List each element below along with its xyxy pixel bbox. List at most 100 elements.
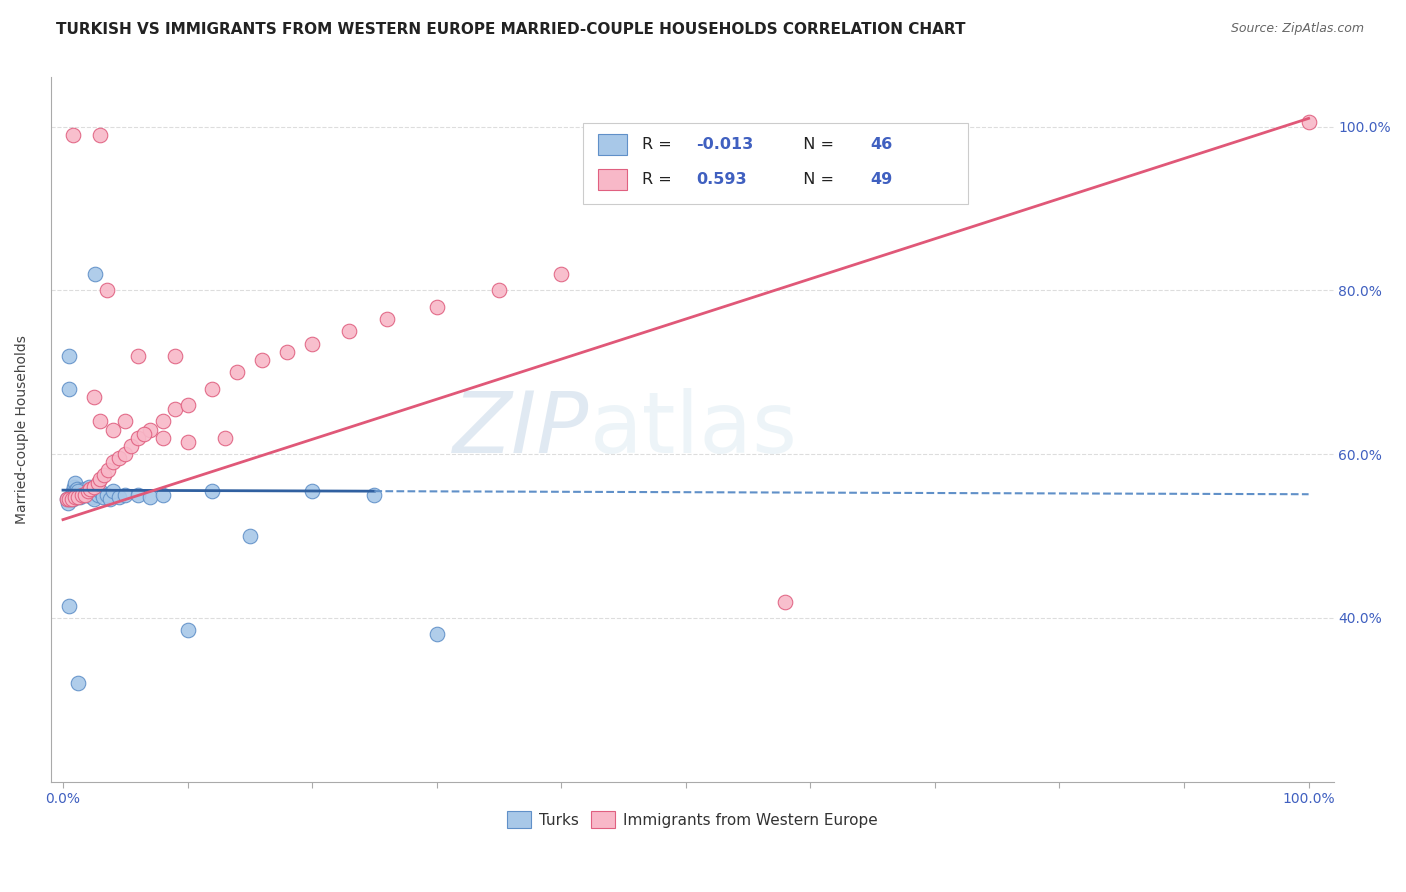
Point (176, 398, 198, 412)
Point (69, 490, 91, 504)
Text: ZIP: ZIP (453, 388, 589, 471)
Point (70, 488, 93, 502)
Point (60, 492, 83, 507)
Point (73, 486, 96, 500)
Point (488, 283, 510, 297)
Point (84, 267, 107, 281)
Point (58, 382, 80, 396)
Point (152, 414, 174, 428)
Text: R =: R = (643, 136, 676, 152)
Point (127, 488, 149, 502)
Point (301, 336, 323, 351)
Point (101, 423, 124, 437)
Point (83, 390, 105, 404)
Point (66, 490, 89, 504)
Point (108, 490, 131, 504)
Point (201, 382, 224, 396)
Point (79, 483, 101, 498)
Point (114, 488, 136, 502)
Point (79, 482, 101, 496)
Point (58, 492, 80, 507)
Point (165, 402, 187, 417)
Point (80, 490, 103, 504)
Point (77, 483, 100, 498)
Point (62, 492, 84, 507)
Point (65, 490, 87, 504)
Point (58, 599, 80, 613)
Point (101, 455, 124, 469)
Point (152, 431, 174, 445)
Point (87, 488, 110, 502)
Point (132, 426, 155, 441)
Point (66, 483, 89, 498)
Point (89, 128, 111, 142)
Point (70, 488, 93, 502)
Text: 49: 49 (870, 172, 893, 187)
Point (214, 431, 236, 445)
Legend: Turks, Immigrants from Western Europe: Turks, Immigrants from Western Europe (501, 805, 883, 834)
Point (89, 472, 111, 486)
Point (56, 496, 79, 510)
Point (363, 488, 385, 502)
Text: N =: N = (793, 136, 839, 152)
Point (62, 128, 84, 142)
Point (239, 529, 262, 543)
Point (89, 414, 111, 428)
Point (66, 482, 89, 496)
Point (60, 488, 83, 502)
Point (165, 349, 187, 363)
Point (139, 490, 162, 504)
Point (75, 482, 97, 496)
Point (65, 475, 87, 490)
Point (96, 283, 118, 297)
Point (59, 492, 82, 507)
Point (799, 189, 821, 203)
Point (426, 627, 449, 641)
Point (176, 434, 198, 449)
Point (77, 480, 100, 494)
Point (550, 267, 572, 281)
Point (65, 483, 87, 498)
Point (67, 486, 90, 500)
Point (93, 467, 115, 482)
Point (55, 492, 77, 507)
Point (375, 312, 398, 326)
Point (252, 353, 274, 368)
Point (276, 344, 298, 359)
Point (76, 488, 98, 502)
Point (91, 490, 114, 504)
Point (77, 483, 100, 498)
Point (775, 594, 797, 608)
Point (75, 488, 97, 502)
Point (101, 483, 124, 498)
Point (1298, 115, 1320, 129)
Point (121, 439, 143, 453)
Bar (599, 134, 627, 155)
Point (72, 484, 94, 499)
Point (127, 349, 149, 363)
Point (426, 300, 449, 314)
Point (114, 414, 136, 428)
Text: R =: R = (643, 172, 682, 187)
Text: 46: 46 (870, 136, 893, 152)
Point (226, 365, 249, 379)
Point (127, 431, 149, 445)
Point (201, 483, 224, 498)
Text: atlas: atlas (589, 388, 797, 471)
Point (96, 488, 118, 502)
Point (58, 349, 80, 363)
Point (70, 483, 93, 497)
Point (98, 492, 121, 507)
Point (66, 676, 89, 690)
Point (89, 483, 111, 498)
FancyBboxPatch shape (583, 123, 967, 204)
Bar (599, 169, 627, 190)
Text: N =: N = (793, 172, 839, 187)
Text: TURKISH VS IMMIGRANTS FROM WESTERN EUROPE MARRIED-COUPLE HOUSEHOLDS CORRELATION : TURKISH VS IMMIGRANTS FROM WESTERN EUROP… (56, 22, 966, 37)
Point (87, 475, 110, 490)
Point (83, 480, 105, 494)
Point (152, 488, 174, 502)
Text: Source: ZipAtlas.com: Source: ZipAtlas.com (1230, 22, 1364, 36)
Point (176, 623, 198, 637)
Point (108, 451, 131, 466)
